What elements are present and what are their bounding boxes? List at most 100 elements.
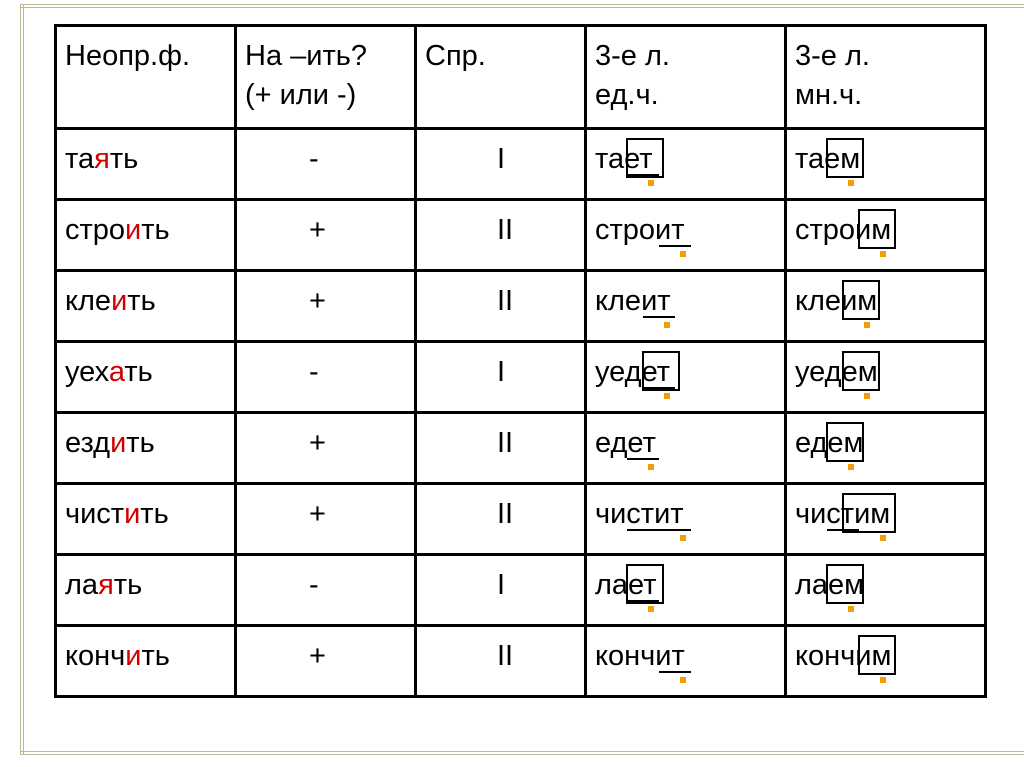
word-form: чистим bbox=[795, 495, 890, 534]
word-form: чистит bbox=[595, 495, 684, 534]
ending-box bbox=[842, 351, 880, 391]
cell-infinitive: ездить bbox=[56, 413, 236, 484]
accent-dot bbox=[648, 464, 654, 470]
cell-3sg: едет bbox=[586, 413, 786, 484]
cell-3pl: едем bbox=[786, 413, 986, 484]
header-conjugation: Спр. bbox=[416, 26, 586, 129]
highlighted-suffix-vowel: а bbox=[109, 356, 125, 388]
cell-conjugation: II bbox=[416, 484, 586, 555]
word-form: клеит bbox=[595, 282, 671, 321]
word-form: лает bbox=[595, 566, 657, 605]
slide-frame-left bbox=[20, 4, 24, 755]
word-form: таем bbox=[795, 140, 860, 179]
word-form: едет bbox=[595, 424, 656, 463]
cell-3pl: чистим bbox=[786, 484, 986, 555]
cell-3pl: таем bbox=[786, 129, 986, 200]
word-form: тает bbox=[595, 140, 653, 179]
cell-conjugation: I bbox=[416, 342, 586, 413]
header-it-question: На –ить?(+ или -) bbox=[236, 26, 416, 129]
cell-it-marker: + bbox=[236, 626, 416, 697]
ending-box bbox=[626, 138, 664, 178]
cell-conjugation: II bbox=[416, 200, 586, 271]
accent-dot bbox=[648, 606, 654, 612]
accent-dot bbox=[880, 251, 886, 257]
cell-3pl: строим bbox=[786, 200, 986, 271]
table-row: лаять-Iлаетлаем bbox=[56, 555, 986, 626]
header-3sg: 3-е л.ед.ч. bbox=[586, 26, 786, 129]
cell-infinitive: кончить bbox=[56, 626, 236, 697]
cell-it-marker: + bbox=[236, 200, 416, 271]
cell-3sg: чистит bbox=[586, 484, 786, 555]
cell-infinitive: строить bbox=[56, 200, 236, 271]
cell-infinitive: лаять bbox=[56, 555, 236, 626]
accent-dot bbox=[680, 535, 686, 541]
word-form: клеим bbox=[795, 282, 877, 321]
cell-it-marker: + bbox=[236, 484, 416, 555]
cell-3pl: кончим bbox=[786, 626, 986, 697]
highlighted-suffix-vowel: и bbox=[124, 498, 140, 530]
accent-dot bbox=[648, 180, 654, 186]
word-form: кончит bbox=[595, 637, 685, 676]
word-form: уедем bbox=[795, 353, 878, 392]
table-row: строить+IIстроит строим bbox=[56, 200, 986, 271]
cell-3sg: лает bbox=[586, 555, 786, 626]
ending-box bbox=[842, 280, 880, 320]
ending-underline bbox=[627, 458, 659, 460]
table-header-row: Неопр.ф. На –ить?(+ или -) Спр. 3-е л.ед… bbox=[56, 26, 986, 129]
highlighted-suffix-vowel: и bbox=[125, 640, 141, 672]
table-row: уехать-Iуедетуедем bbox=[56, 342, 986, 413]
cell-3pl: уедем bbox=[786, 342, 986, 413]
conjugation-table: Неопр.ф. На –ить?(+ или -) Спр. 3-е л.ед… bbox=[54, 24, 987, 698]
accent-dot bbox=[848, 606, 854, 612]
cell-it-marker: - bbox=[236, 129, 416, 200]
ending-underline bbox=[827, 529, 859, 531]
accent-dot bbox=[848, 180, 854, 186]
cell-it-marker: + bbox=[236, 271, 416, 342]
ending-box bbox=[858, 209, 896, 249]
cell-it-marker: + bbox=[236, 413, 416, 484]
ending-box bbox=[626, 564, 664, 604]
highlighted-suffix-vowel: я bbox=[94, 143, 110, 175]
cell-it-marker: - bbox=[236, 342, 416, 413]
accent-dot bbox=[664, 393, 670, 399]
ending-underline bbox=[627, 600, 659, 602]
cell-3sg: строит bbox=[586, 200, 786, 271]
header-3pl: 3-е л.мн.ч. bbox=[786, 26, 986, 129]
ending-box bbox=[826, 564, 864, 604]
cell-3sg: уедет bbox=[586, 342, 786, 413]
cell-infinitive: чистить bbox=[56, 484, 236, 555]
ending-underline bbox=[627, 529, 691, 531]
ending-underline bbox=[659, 245, 691, 247]
cell-conjugation: II bbox=[416, 626, 586, 697]
highlighted-suffix-vowel: и bbox=[125, 214, 141, 246]
word-form: строит bbox=[595, 211, 685, 250]
accent-dot bbox=[848, 464, 854, 470]
word-form: едем bbox=[795, 424, 863, 463]
ending-underline bbox=[659, 671, 691, 673]
cell-infinitive: таять bbox=[56, 129, 236, 200]
ending-box bbox=[642, 351, 680, 391]
table-row: таять-Iтает таем bbox=[56, 129, 986, 200]
ending-underline bbox=[643, 387, 675, 389]
word-form: лаем bbox=[795, 566, 864, 605]
cell-conjugation: II bbox=[416, 271, 586, 342]
cell-3pl: клеим bbox=[786, 271, 986, 342]
table-row: ездить+IIедетедем bbox=[56, 413, 986, 484]
slide-frame-bottom bbox=[20, 751, 1024, 755]
accent-dot bbox=[864, 393, 870, 399]
cell-3sg: кончит bbox=[586, 626, 786, 697]
ending-box bbox=[858, 635, 896, 675]
accent-dot bbox=[664, 322, 670, 328]
cell-conjugation: I bbox=[416, 555, 586, 626]
slide-frame-top bbox=[20, 4, 1024, 8]
cell-infinitive: уехать bbox=[56, 342, 236, 413]
cell-infinitive: клеить bbox=[56, 271, 236, 342]
highlighted-suffix-vowel: я bbox=[98, 569, 114, 601]
cell-conjugation: I bbox=[416, 129, 586, 200]
word-form: строим bbox=[795, 211, 891, 250]
highlighted-suffix-vowel: и bbox=[111, 285, 127, 317]
cell-3sg: тает bbox=[586, 129, 786, 200]
accent-dot bbox=[880, 677, 886, 683]
table-row: чистить+IIчистит чистим bbox=[56, 484, 986, 555]
ending-box bbox=[842, 493, 896, 533]
